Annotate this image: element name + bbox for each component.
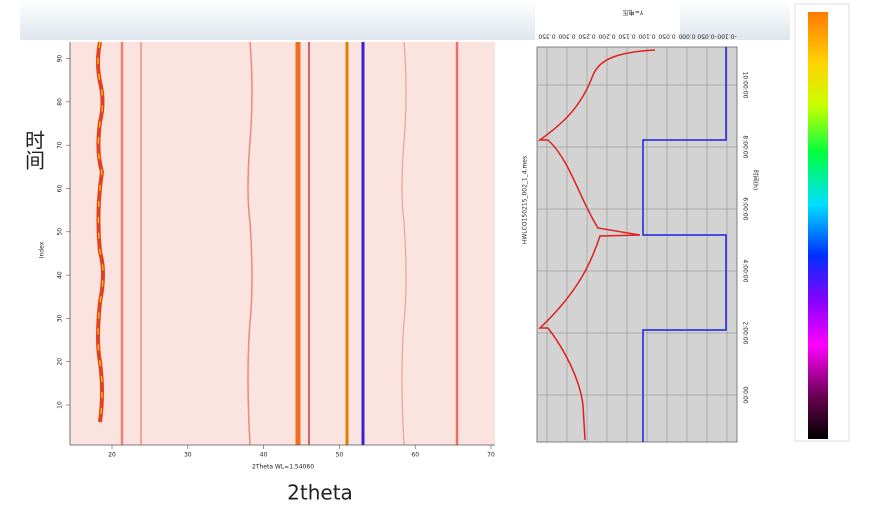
- top-tick-label: 0.150: [618, 33, 635, 40]
- top-tick-label: 0.050: [658, 33, 675, 40]
- y-tick-label: 30: [57, 314, 64, 322]
- x-tick-label: 40: [260, 452, 268, 459]
- y-tick-label: 80: [57, 98, 64, 106]
- top-tick-label: 0.200: [598, 33, 615, 40]
- y-tick-label: 70: [57, 141, 64, 149]
- y-tick-label: 20: [57, 358, 64, 366]
- y-axis-title: Index: [39, 241, 46, 258]
- top-tick-label: 0.100: [638, 33, 655, 40]
- x-tick-label: 30: [184, 452, 192, 459]
- colorbar: [808, 12, 828, 439]
- top-tick-label: -0.100: [717, 33, 737, 40]
- right-title: 时间(h): [752, 170, 760, 191]
- top-tick-label: 0.250: [578, 33, 595, 40]
- right-tick-label: 8:00:00: [742, 135, 749, 158]
- top-title: Y=电压: [623, 9, 645, 17]
- header-band: [680, 0, 790, 40]
- x-tick-label: 20: [108, 452, 116, 459]
- right-tick-label: 4:00:00: [742, 259, 749, 282]
- top-tick-label: 0.300: [558, 33, 575, 40]
- top-tick-label: 0.000: [678, 33, 695, 40]
- bottom-label: 2theta: [287, 481, 353, 505]
- top-tick-label: 0.350: [538, 33, 555, 40]
- right-tick-label: 10:00:00: [742, 72, 749, 99]
- voltage-plot: [536, 46, 738, 443]
- y-tick-label: 10: [57, 401, 64, 409]
- x-tick-label: 70: [487, 452, 495, 459]
- x-tick-label: 60: [411, 452, 419, 459]
- right-tick-label: 00:00: [742, 386, 749, 403]
- side-label: 时间: [22, 130, 46, 170]
- y-tick-label: 90: [57, 55, 64, 63]
- x-tick-label: 50: [336, 452, 344, 459]
- heatmap: [69, 41, 495, 446]
- header-band: [20, 0, 535, 40]
- top-tick-label: -0.050: [697, 33, 717, 40]
- right-tick-label: 2:00:00: [742, 321, 749, 344]
- y-tick-label: 60: [57, 185, 64, 193]
- file-label: HWLCO150215_002_1_4.mes: [522, 156, 529, 244]
- right-tick-label: 6:00:00: [742, 197, 749, 220]
- y-tick-label: 50: [57, 228, 64, 236]
- x-axis-title: 2Theta WL=1.54060: [252, 464, 314, 471]
- y-tick-label: 40: [57, 271, 64, 279]
